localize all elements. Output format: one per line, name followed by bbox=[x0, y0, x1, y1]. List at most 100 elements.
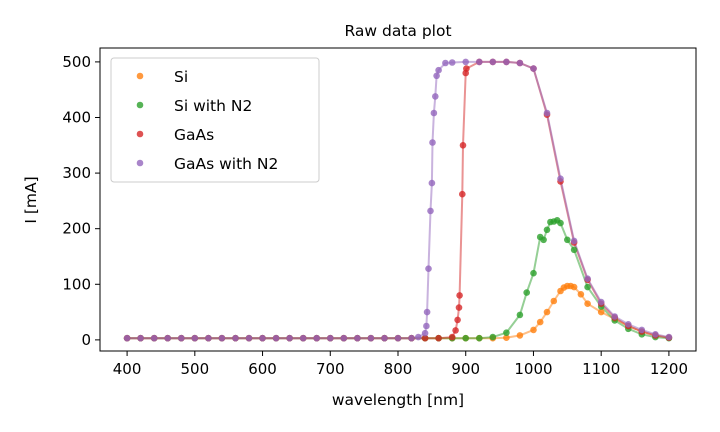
x-tick-label: 400 bbox=[113, 360, 142, 378]
data-point-gaas-with-n2 bbox=[638, 326, 646, 334]
data-point-gaas-with-n2 bbox=[476, 58, 483, 66]
y-tick-label: 300 bbox=[62, 164, 91, 182]
data-point-si-with-n2 bbox=[462, 334, 470, 342]
data-point-si-with-n2 bbox=[503, 329, 510, 337]
data-point-gaas bbox=[435, 334, 442, 342]
series-line-gaas-with-n2 bbox=[127, 60, 670, 340]
data-point-gaas bbox=[463, 65, 470, 72]
data-point-si-with-n2 bbox=[564, 236, 571, 244]
y-tick-label: 400 bbox=[62, 108, 91, 126]
x-tick-label: 1000 bbox=[514, 360, 552, 378]
data-point-gaas-with-n2 bbox=[435, 66, 442, 74]
data-point-gaas-with-n2 bbox=[218, 334, 226, 342]
y-axis-label: I [mA] bbox=[22, 176, 40, 223]
data-point-gaas-with-n2 bbox=[286, 334, 293, 342]
x-tick-label: 800 bbox=[384, 360, 413, 378]
axes: 400 500 600 700 800 900 1000 1100 1200 0 100 200 300… bbox=[62, 47, 697, 378]
data-point-gaas-with-n2 bbox=[299, 334, 307, 342]
data-point-si-with-n2 bbox=[523, 289, 530, 296]
data-point-gaas-with-n2 bbox=[597, 298, 605, 306]
data-point-si-with-n2 bbox=[516, 311, 524, 319]
data-point-gaas-with-n2 bbox=[259, 334, 266, 342]
data-point-gaas-with-n2 bbox=[543, 109, 551, 117]
data-point-gaas-with-n2 bbox=[652, 331, 659, 338]
legend-label-si-with-n2: Si with N2 bbox=[174, 97, 252, 115]
data-point-gaas-with-n2 bbox=[313, 334, 321, 342]
y-tick-label: 200 bbox=[62, 220, 91, 238]
data-point-si bbox=[584, 300, 591, 308]
legend-marker-si bbox=[136, 72, 144, 80]
legend-label-si: Si bbox=[174, 68, 188, 86]
data-point-si bbox=[530, 326, 537, 334]
data-point-si-with-n2 bbox=[543, 226, 551, 234]
data-point-gaas bbox=[459, 142, 467, 149]
data-point-gaas-with-n2 bbox=[430, 109, 438, 117]
data-point-gaas-with-n2 bbox=[442, 59, 449, 67]
data-point-gaas-with-n2 bbox=[327, 334, 334, 342]
data-point-si-with-n2 bbox=[476, 334, 483, 342]
x-tick-label: 1100 bbox=[582, 360, 620, 378]
data-point-gaas bbox=[459, 190, 466, 198]
x-tick-label: 700 bbox=[316, 360, 345, 378]
series-line-si bbox=[127, 285, 670, 340]
legend-label-gaas-with-n2: GaAs with N2 bbox=[174, 155, 278, 173]
data-point-gaas-with-n2 bbox=[611, 313, 618, 320]
x-tick-label: 500 bbox=[180, 360, 209, 378]
data-point-gaas-with-n2 bbox=[150, 334, 158, 342]
data-point-si bbox=[577, 291, 585, 298]
data-point-gaas-with-n2 bbox=[665, 333, 673, 341]
data-point-gaas-with-n2 bbox=[423, 322, 430, 330]
data-point-gaas-with-n2 bbox=[462, 58, 470, 66]
data-point-si-with-n2 bbox=[540, 236, 547, 244]
data-point-gaas-with-n2 bbox=[205, 334, 212, 342]
y-tick-label: 100 bbox=[62, 275, 91, 293]
data-point-gaas-with-n2 bbox=[530, 65, 537, 72]
y-tick-label: 0 bbox=[81, 331, 91, 349]
data-point-gaas-with-n2 bbox=[367, 334, 375, 342]
data-point-si bbox=[550, 297, 558, 305]
data-point-si bbox=[516, 332, 524, 339]
data-point-gaas-with-n2 bbox=[433, 72, 440, 80]
data-point-si bbox=[543, 308, 551, 316]
data-point-si-with-n2 bbox=[489, 333, 497, 341]
data-point-si-with-n2 bbox=[584, 283, 591, 291]
data-point-gaas bbox=[421, 334, 429, 342]
data-point-si bbox=[597, 308, 605, 316]
data-point-gaas-with-n2 bbox=[354, 334, 361, 342]
data-point-gaas-with-n2 bbox=[429, 139, 436, 146]
chart-title: Raw data plot bbox=[344, 22, 451, 40]
x-tick-label: 1200 bbox=[650, 360, 688, 378]
data-point-gaas-with-n2 bbox=[423, 308, 431, 316]
data-point-gaas bbox=[455, 304, 463, 311]
y-tick-label: 500 bbox=[62, 53, 91, 71]
data-point-gaas-with-n2 bbox=[408, 334, 415, 342]
data-point-gaas-with-n2 bbox=[137, 334, 144, 342]
data-point-si-with-n2 bbox=[557, 219, 564, 227]
data-point-gaas-with-n2 bbox=[625, 321, 632, 328]
data-point-gaas-with-n2 bbox=[489, 58, 497, 66]
data-point-si-with-n2 bbox=[570, 246, 578, 254]
data-point-gaas-with-n2 bbox=[584, 275, 591, 283]
data-point-si bbox=[503, 334, 510, 342]
data-point-gaas-with-n2 bbox=[557, 175, 564, 182]
data-point-gaas-with-n2 bbox=[421, 329, 429, 337]
data-point-si-with-n2 bbox=[530, 269, 537, 277]
data-point-gaas-with-n2 bbox=[381, 334, 388, 342]
data-point-gaas bbox=[448, 333, 456, 341]
data-point-gaas-with-n2 bbox=[428, 179, 436, 187]
data-point-gaas-with-n2 bbox=[245, 334, 253, 342]
data-point-gaas-with-n2 bbox=[164, 334, 171, 342]
data-point-gaas-with-n2 bbox=[340, 334, 348, 342]
data-point-gaas-with-n2 bbox=[516, 59, 524, 67]
data-point-gaas bbox=[456, 292, 463, 299]
data-point-gaas-with-n2 bbox=[191, 334, 199, 342]
data-point-gaas-with-n2 bbox=[123, 334, 131, 342]
data-point-gaas-with-n2 bbox=[272, 334, 280, 342]
data-point-gaas-with-n2 bbox=[425, 265, 432, 273]
data-point-gaas-with-n2 bbox=[503, 58, 510, 66]
data-point-gaas-with-n2 bbox=[232, 334, 239, 342]
legend-label-gaas: GaAs bbox=[174, 126, 214, 144]
legend-marker-si-with-n2 bbox=[136, 101, 144, 109]
x-axis-label: wavelength [nm] bbox=[332, 391, 464, 409]
